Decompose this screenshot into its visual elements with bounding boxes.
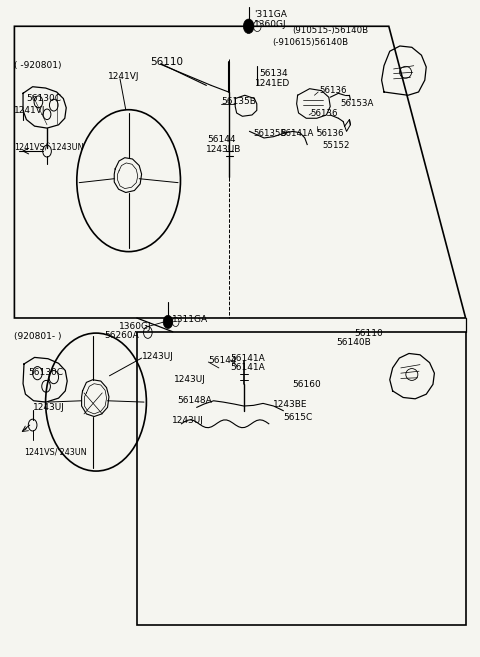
- Text: (-910615)56140B: (-910615)56140B: [273, 37, 349, 47]
- Text: 56144: 56144: [207, 135, 236, 144]
- Text: 1243UJ: 1243UJ: [33, 403, 64, 413]
- Text: 56144: 56144: [208, 355, 237, 365]
- Text: 1243UJ: 1243UJ: [174, 375, 206, 384]
- Text: 56134: 56134: [259, 69, 288, 78]
- Text: 1241VJ: 1241VJ: [14, 106, 46, 115]
- Text: 56130C: 56130C: [26, 94, 61, 103]
- Text: 56136: 56136: [310, 109, 337, 118]
- Text: 56160: 56160: [292, 380, 321, 389]
- Text: 55152: 55152: [323, 141, 350, 150]
- Text: (920801- ): (920801- ): [14, 332, 62, 341]
- Text: 1241VJ: 1241VJ: [108, 72, 139, 81]
- Text: 56148A: 56148A: [178, 396, 212, 405]
- Text: 1360GJ: 1360GJ: [119, 322, 152, 331]
- Text: 56110: 56110: [354, 329, 383, 338]
- Text: 1311GA: 1311GA: [172, 315, 208, 325]
- Text: 56140B: 56140B: [336, 338, 371, 348]
- Text: ( -920801): ( -920801): [14, 61, 62, 70]
- Circle shape: [163, 315, 173, 328]
- Text: '311GA: '311GA: [254, 10, 287, 19]
- Text: 56136: 56136: [317, 129, 344, 138]
- Text: 56110: 56110: [150, 57, 183, 67]
- Text: 56136: 56136: [319, 86, 347, 95]
- Circle shape: [243, 19, 254, 34]
- Text: 1243UJ: 1243UJ: [142, 351, 173, 361]
- Text: 5615C: 5615C: [283, 413, 312, 422]
- Text: 56135B: 56135B: [253, 129, 287, 138]
- Text: (910515-)56140B: (910515-)56140B: [292, 26, 368, 35]
- Text: 56153A: 56153A: [341, 99, 374, 108]
- Text: 56130C: 56130C: [28, 368, 63, 377]
- Text: 56135B: 56135B: [221, 97, 256, 106]
- Text: 56260A: 56260A: [105, 330, 139, 340]
- Text: 1243UB: 1243UB: [206, 145, 242, 154]
- Text: 1241VS/'243UN: 1241VS/'243UN: [24, 447, 86, 457]
- Text: 56141A: 56141A: [230, 353, 265, 363]
- Text: 1243BE: 1243BE: [273, 399, 307, 409]
- Text: 1243UJ: 1243UJ: [172, 416, 204, 425]
- Text: 1360GJ: 1360GJ: [254, 20, 287, 29]
- Text: 1241VS/`1243UN: 1241VS/`1243UN: [14, 143, 84, 152]
- Text: 56141A: 56141A: [280, 129, 314, 138]
- Text: 1241ED: 1241ED: [255, 79, 290, 88]
- Text: 56141A: 56141A: [230, 363, 265, 372]
